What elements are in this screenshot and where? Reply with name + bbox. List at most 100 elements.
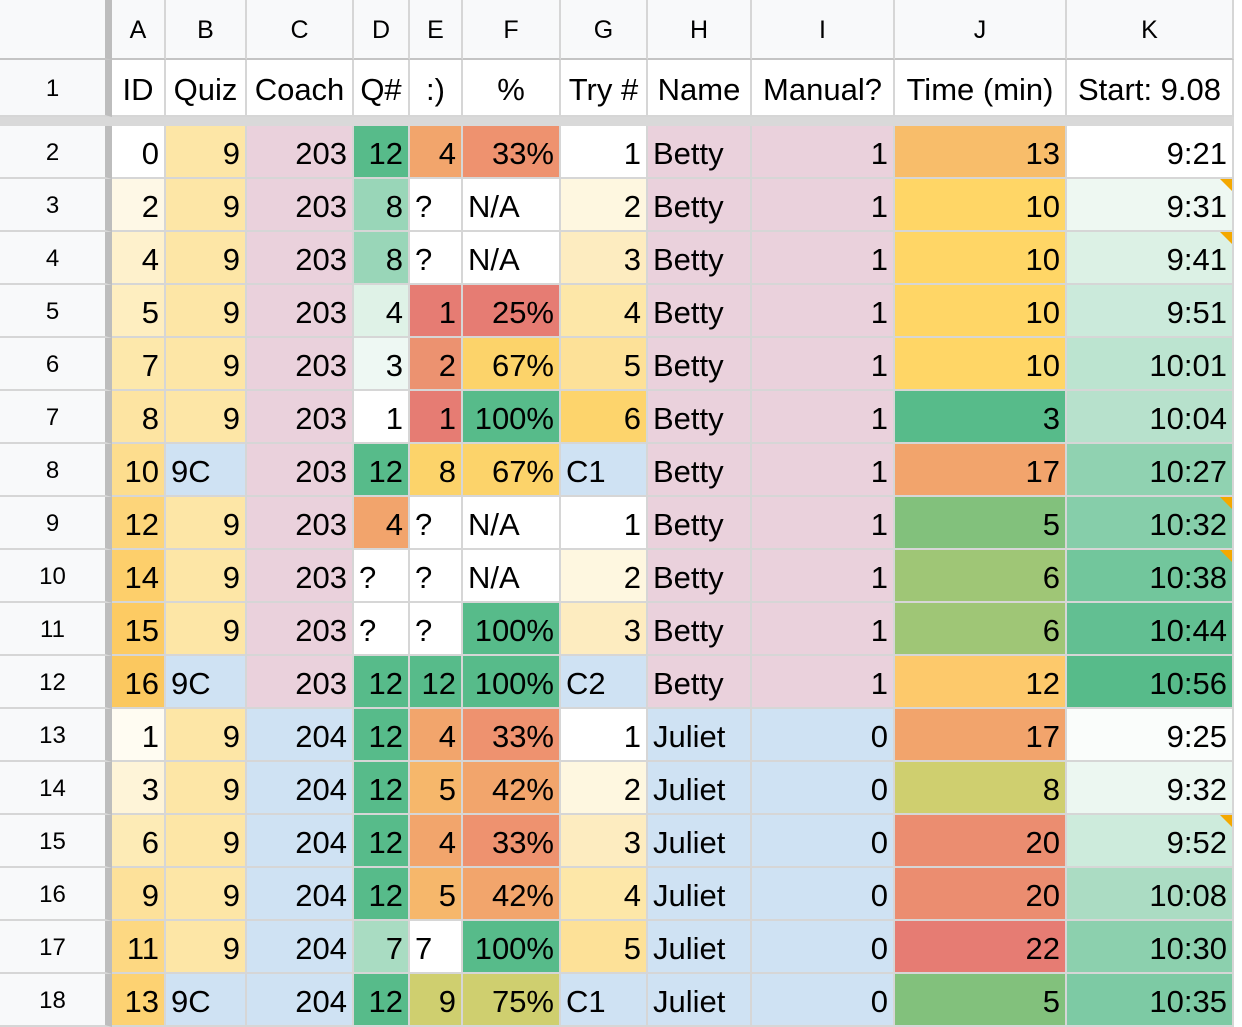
cell-time[interactable]: 13 [895, 126, 1067, 179]
header-cell-correct[interactable]: :) [410, 60, 463, 117]
cell-try[interactable]: 3 [561, 232, 648, 285]
cell-question-count[interactable]: 4 [354, 285, 410, 338]
cell-try[interactable]: 5 [561, 338, 648, 391]
cell-manual[interactable]: 1 [752, 656, 895, 709]
comment-indicator-icon[interactable] [1220, 179, 1232, 191]
cell-coach[interactable]: 203 [247, 391, 354, 444]
cell-percent[interactable]: 67% [463, 444, 561, 497]
column-header-g[interactable]: G [561, 0, 648, 60]
cell-id[interactable]: 9 [112, 868, 166, 921]
cell-start[interactable]: 10:38 [1067, 550, 1234, 603]
cell-percent[interactable]: N/A [463, 179, 561, 232]
cell-percent[interactable]: 100% [463, 603, 561, 656]
column-header-f[interactable]: F [463, 0, 561, 60]
cell-question-count[interactable]: 4 [354, 497, 410, 550]
header-cell-time[interactable]: Time (min) [895, 60, 1067, 117]
freeze-bar[interactable] [0, 117, 1234, 126]
header-cell-question-count[interactable]: Q# [354, 60, 410, 117]
header-cell-coach[interactable]: Coach [247, 60, 354, 117]
cell-start[interactable]: 10:35 [1067, 974, 1234, 1027]
cell-coach[interactable]: 203 [247, 550, 354, 603]
header-cell-id[interactable]: ID [112, 60, 166, 117]
cell-coach[interactable]: 203 [247, 338, 354, 391]
cell-coach[interactable]: 204 [247, 709, 354, 762]
cell-name[interactable]: Juliet [648, 974, 752, 1027]
column-header-i[interactable]: I [752, 0, 895, 60]
cell-correct[interactable]: 7 [410, 921, 463, 974]
cell-manual[interactable]: 1 [752, 497, 895, 550]
column-header-h[interactable]: H [648, 0, 752, 60]
cell-coach[interactable]: 204 [247, 762, 354, 815]
cell-try[interactable]: C1 [561, 974, 648, 1027]
row-header[interactable]: 9 [0, 497, 112, 550]
cell-try[interactable]: 1 [561, 709, 648, 762]
cell-try[interactable]: 5 [561, 921, 648, 974]
cell-manual[interactable]: 1 [752, 338, 895, 391]
cell-time[interactable]: 22 [895, 921, 1067, 974]
cell-try[interactable]: 1 [561, 126, 648, 179]
row-header[interactable]: 14 [0, 762, 112, 815]
cell-start[interactable]: 10:56 [1067, 656, 1234, 709]
cell-manual[interactable]: 1 [752, 285, 895, 338]
row-header[interactable]: 4 [0, 232, 112, 285]
cell-coach[interactable]: 203 [247, 603, 354, 656]
cell-id[interactable]: 3 [112, 762, 166, 815]
column-header-e[interactable]: E [410, 0, 463, 60]
cell-question-count[interactable]: ? [354, 550, 410, 603]
cell-id[interactable]: 4 [112, 232, 166, 285]
cell-time[interactable]: 6 [895, 603, 1067, 656]
cell-percent[interactable]: 33% [463, 126, 561, 179]
cell-id[interactable]: 11 [112, 921, 166, 974]
cell-question-count[interactable]: 3 [354, 338, 410, 391]
cell-manual[interactable]: 0 [752, 762, 895, 815]
cell-quiz[interactable]: 9C [166, 444, 247, 497]
cell-percent[interactable]: 100% [463, 656, 561, 709]
cell-correct[interactable]: 9 [410, 974, 463, 1027]
cell-correct[interactable]: ? [410, 550, 463, 603]
cell-percent[interactable]: 100% [463, 391, 561, 444]
cell-quiz[interactable]: 9 [166, 709, 247, 762]
cell-quiz[interactable]: 9 [166, 232, 247, 285]
cell-correct[interactable]: 1 [410, 285, 463, 338]
cell-coach[interactable]: 204 [247, 974, 354, 1027]
column-header-k[interactable]: K [1067, 0, 1234, 60]
cell-question-count[interactable]: ? [354, 603, 410, 656]
cell-percent[interactable]: N/A [463, 550, 561, 603]
cell-time[interactable]: 6 [895, 550, 1067, 603]
cell-percent[interactable]: 42% [463, 762, 561, 815]
comment-indicator-icon[interactable] [1220, 550, 1232, 562]
cell-try[interactable]: C2 [561, 656, 648, 709]
cell-name[interactable]: Betty [648, 497, 752, 550]
cell-name[interactable]: Betty [648, 656, 752, 709]
cell-manual[interactable]: 0 [752, 709, 895, 762]
column-header-d[interactable]: D [354, 0, 410, 60]
cell-correct[interactable]: 5 [410, 868, 463, 921]
comment-indicator-icon[interactable] [1220, 497, 1232, 509]
header-cell-percent[interactable]: % [463, 60, 561, 117]
cell-quiz[interactable]: 9 [166, 338, 247, 391]
cell-name[interactable]: Betty [648, 179, 752, 232]
column-header-b[interactable]: B [166, 0, 247, 60]
cell-try[interactable]: 2 [561, 550, 648, 603]
row-header[interactable]: 1 [0, 60, 112, 117]
cell-question-count[interactable]: 12 [354, 815, 410, 868]
cell-manual[interactable]: 1 [752, 444, 895, 497]
cell-id[interactable]: 14 [112, 550, 166, 603]
cell-coach[interactable]: 204 [247, 868, 354, 921]
cell-id[interactable]: 0 [112, 126, 166, 179]
row-header[interactable]: 12 [0, 656, 112, 709]
cell-question-count[interactable]: 12 [354, 444, 410, 497]
cell-manual[interactable]: 1 [752, 603, 895, 656]
cell-id[interactable]: 5 [112, 285, 166, 338]
cell-correct[interactable]: 12 [410, 656, 463, 709]
cell-id[interactable]: 8 [112, 391, 166, 444]
row-header[interactable]: 7 [0, 391, 112, 444]
cell-manual[interactable]: 0 [752, 974, 895, 1027]
cell-quiz[interactable]: 9 [166, 868, 247, 921]
cell-start[interactable]: 9:51 [1067, 285, 1234, 338]
cell-percent[interactable]: N/A [463, 232, 561, 285]
cell-question-count[interactable]: 12 [354, 126, 410, 179]
cell-id[interactable]: 2 [112, 179, 166, 232]
cell-start[interactable]: 10:01 [1067, 338, 1234, 391]
cell-quiz[interactable]: 9 [166, 391, 247, 444]
